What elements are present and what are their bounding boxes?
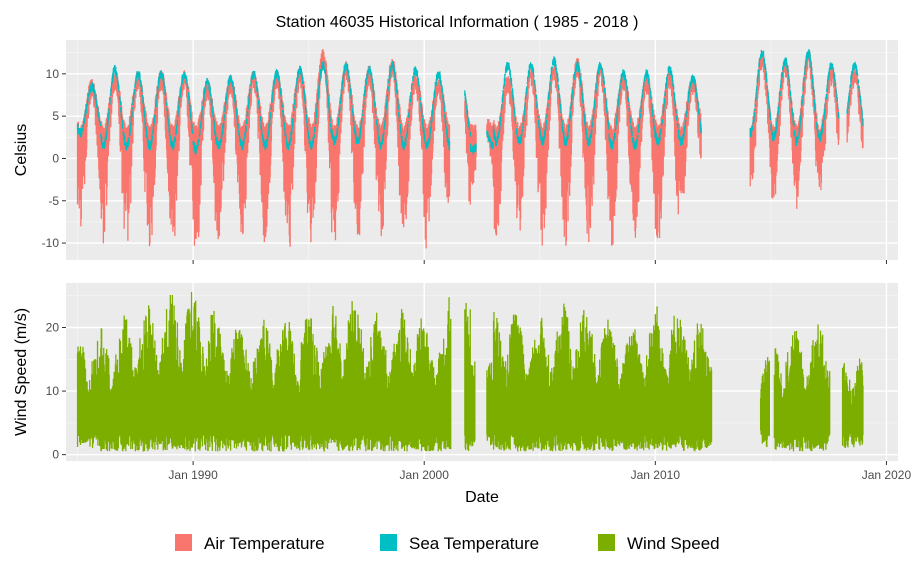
x-tick-label: Jan 2020 (862, 468, 912, 482)
series-sea-temperature (76, 49, 864, 155)
y-axis-label-wind-speed: Wind Speed (m/s) (13, 308, 30, 436)
y-tick-label: 10 (46, 384, 60, 398)
y-tick-label: -5 (48, 194, 59, 208)
y-axis-label-celsius: Celsius (13, 124, 30, 176)
y-tick-label: 10 (46, 67, 60, 81)
x-axis: Jan 1990 Jan 2000 Jan 2010 Jan 2020 (168, 260, 911, 482)
series-wind-speed (76, 292, 864, 452)
series-temperature (76, 49, 864, 249)
x-tick-label: Jan 2000 (400, 468, 450, 482)
x-axis-label: Date (465, 489, 499, 506)
legend-swatch-wind-speed (598, 534, 615, 551)
x-tick-label: Jan 1990 (168, 468, 218, 482)
legend-label-air-temperature: Air Temperature (204, 534, 325, 553)
legend-swatch-air-temperature (175, 534, 192, 551)
y-tick-label: 5 (52, 109, 59, 123)
y-tick-label: 0 (52, 151, 59, 165)
y-axis-temperature: 10 5 0 -5 -10 (42, 67, 66, 250)
series-wind-speed (76, 292, 864, 452)
legend-label-wind-speed: Wind Speed (627, 534, 720, 553)
chart-title: Station 46035 Historical Information ( 1… (276, 14, 639, 31)
y-tick-label: 20 (46, 321, 60, 335)
legend-swatch-sea-temperature (380, 534, 397, 551)
x-tick-label: Jan 2010 (631, 468, 681, 482)
y-axis-wind: 20 10 0 (46, 321, 66, 462)
y-tick-label: -10 (42, 236, 60, 250)
y-tick-label: 0 (52, 448, 59, 462)
legend: Air Temperature Sea Temperature Wind Spe… (175, 534, 720, 553)
legend-label-sea-temperature: Sea Temperature (409, 534, 539, 553)
